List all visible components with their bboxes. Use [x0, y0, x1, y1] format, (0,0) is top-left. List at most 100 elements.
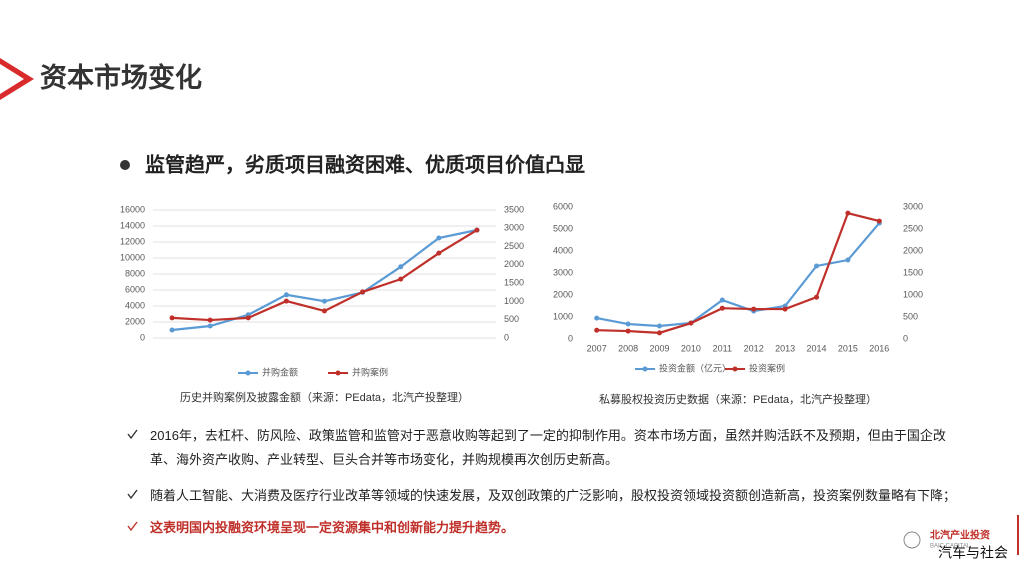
point	[436, 235, 442, 241]
point	[594, 327, 600, 333]
x-tick-label: 2012	[744, 343, 764, 353]
check	[127, 521, 138, 532]
x-tick-label: 2014	[806, 343, 826, 353]
y2-tick-label: 1500	[903, 267, 923, 277]
legend-dot	[642, 366, 648, 372]
point	[169, 327, 175, 333]
chart-caption: 私募股权投资历史数据（来源：PEdata，北汽产投整理）	[599, 392, 877, 406]
y-tick-label: 2000	[553, 289, 573, 299]
legend-label: 并购案例	[352, 366, 388, 377]
x-tick-label: 2010	[681, 343, 701, 353]
x-tick-label: 2013	[775, 343, 795, 353]
y2-tick-label: 0	[903, 333, 908, 343]
point	[657, 330, 662, 336]
y2-tick-label: 1500	[504, 278, 524, 288]
y2-tick-label: 2000	[903, 245, 923, 255]
y2-tick-label: 2000	[504, 259, 524, 269]
series-line	[171, 228, 478, 332]
point	[245, 315, 251, 321]
heading: 监管趋严，劣质项目融资困难、优质项目价值凸显	[145, 152, 585, 176]
point	[845, 210, 851, 216]
legend-dot	[335, 370, 341, 376]
point	[814, 294, 819, 300]
point	[283, 292, 289, 298]
point	[782, 306, 788, 312]
slide-title: 资本市场变化	[40, 62, 202, 93]
logo-mark	[903, 531, 921, 549]
y2-tick-label: 2500	[504, 241, 524, 251]
chart-caption: 历史并购案例及披露金额（来源：PEdata，北汽产投整理）	[180, 390, 469, 404]
legend-label: 投资案例	[749, 362, 785, 373]
point	[751, 306, 757, 312]
y2-tick-label: 1000	[504, 296, 524, 306]
point: 2016年，去杠杆、防风险、政策监管和监管对于恶意收购等起到了一定的抑制作用。资…	[150, 428, 946, 467]
x-tick-label: 2016	[869, 343, 889, 353]
legend-dot	[732, 366, 738, 372]
point	[625, 328, 631, 334]
y2-tick-label: 1000	[903, 289, 923, 299]
point	[207, 323, 213, 329]
y-tick-label: 4000	[125, 300, 145, 310]
point	[436, 250, 442, 256]
logo-name: 北汽产业投资	[930, 529, 990, 542]
point	[322, 298, 327, 304]
legend-label: 投资金额（亿元）	[659, 362, 731, 373]
point	[283, 298, 289, 304]
x-tick-label: 2007	[587, 343, 607, 353]
y-tick-label: 10000	[120, 252, 145, 262]
point	[719, 305, 725, 311]
x-tick-label: 2015	[838, 343, 858, 353]
point: 这表明国内投融资环境呈现一定资源集中和创新能力提升趋势。	[150, 520, 515, 535]
point	[360, 289, 366, 295]
check	[127, 489, 138, 500]
y-tick-label: 8000	[125, 268, 145, 278]
y2-tick-label: 3500	[504, 204, 524, 214]
point	[322, 308, 327, 314]
point	[594, 315, 600, 321]
point	[719, 297, 725, 303]
watermark: 汽车与社会	[938, 545, 1008, 561]
y-tick-label: 2000	[125, 316, 145, 326]
point	[688, 320, 694, 326]
point	[398, 276, 404, 282]
check	[127, 429, 138, 440]
legend-label: 并购金额	[262, 366, 298, 377]
y-tick-label: 0	[568, 333, 573, 343]
x-tick-label: 2008	[618, 343, 638, 353]
y2-tick-label: 0	[504, 332, 509, 342]
x-tick-label: 2009	[649, 343, 669, 353]
point	[207, 317, 213, 323]
y-tick-label: 6000	[125, 284, 145, 294]
series-line	[596, 222, 881, 328]
heading-bullet	[120, 160, 130, 170]
y-tick-label: 3000	[553, 267, 573, 277]
x-tick-label: 2011	[713, 343, 732, 353]
series-line	[596, 211, 880, 334]
y-tick-label: 4000	[553, 245, 573, 255]
point	[657, 323, 662, 329]
y2-tick-label: 500	[903, 311, 918, 321]
y-tick-label: 6000	[553, 201, 573, 211]
point	[845, 257, 851, 263]
point	[398, 264, 404, 270]
y2-tick-label: 3000	[903, 201, 923, 211]
y-tick-label: 14000	[120, 220, 145, 230]
y-tick-label: 5000	[553, 223, 573, 233]
y2-tick-label: 500	[504, 314, 519, 324]
point	[814, 263, 819, 269]
logo-sub: BAIC CAPITAL	[930, 544, 971, 550]
y2-tick-label: 3000	[504, 223, 524, 233]
y-tick-label: 0	[140, 332, 145, 342]
y-tick-label: 16000	[120, 204, 145, 214]
point	[474, 227, 480, 233]
point	[169, 315, 175, 321]
y2-tick-label: 2500	[903, 223, 923, 233]
point	[876, 218, 882, 224]
y-tick-label: 12000	[120, 236, 145, 246]
y-tick-label: 1000	[553, 311, 573, 321]
title-arrow-inner	[0, 64, 24, 94]
point: 随着人工智能、大消费及医疗行业改革等领域的快速发展，及双创政策的广泛影响，股权投…	[150, 488, 957, 503]
legend-dot	[245, 370, 251, 376]
